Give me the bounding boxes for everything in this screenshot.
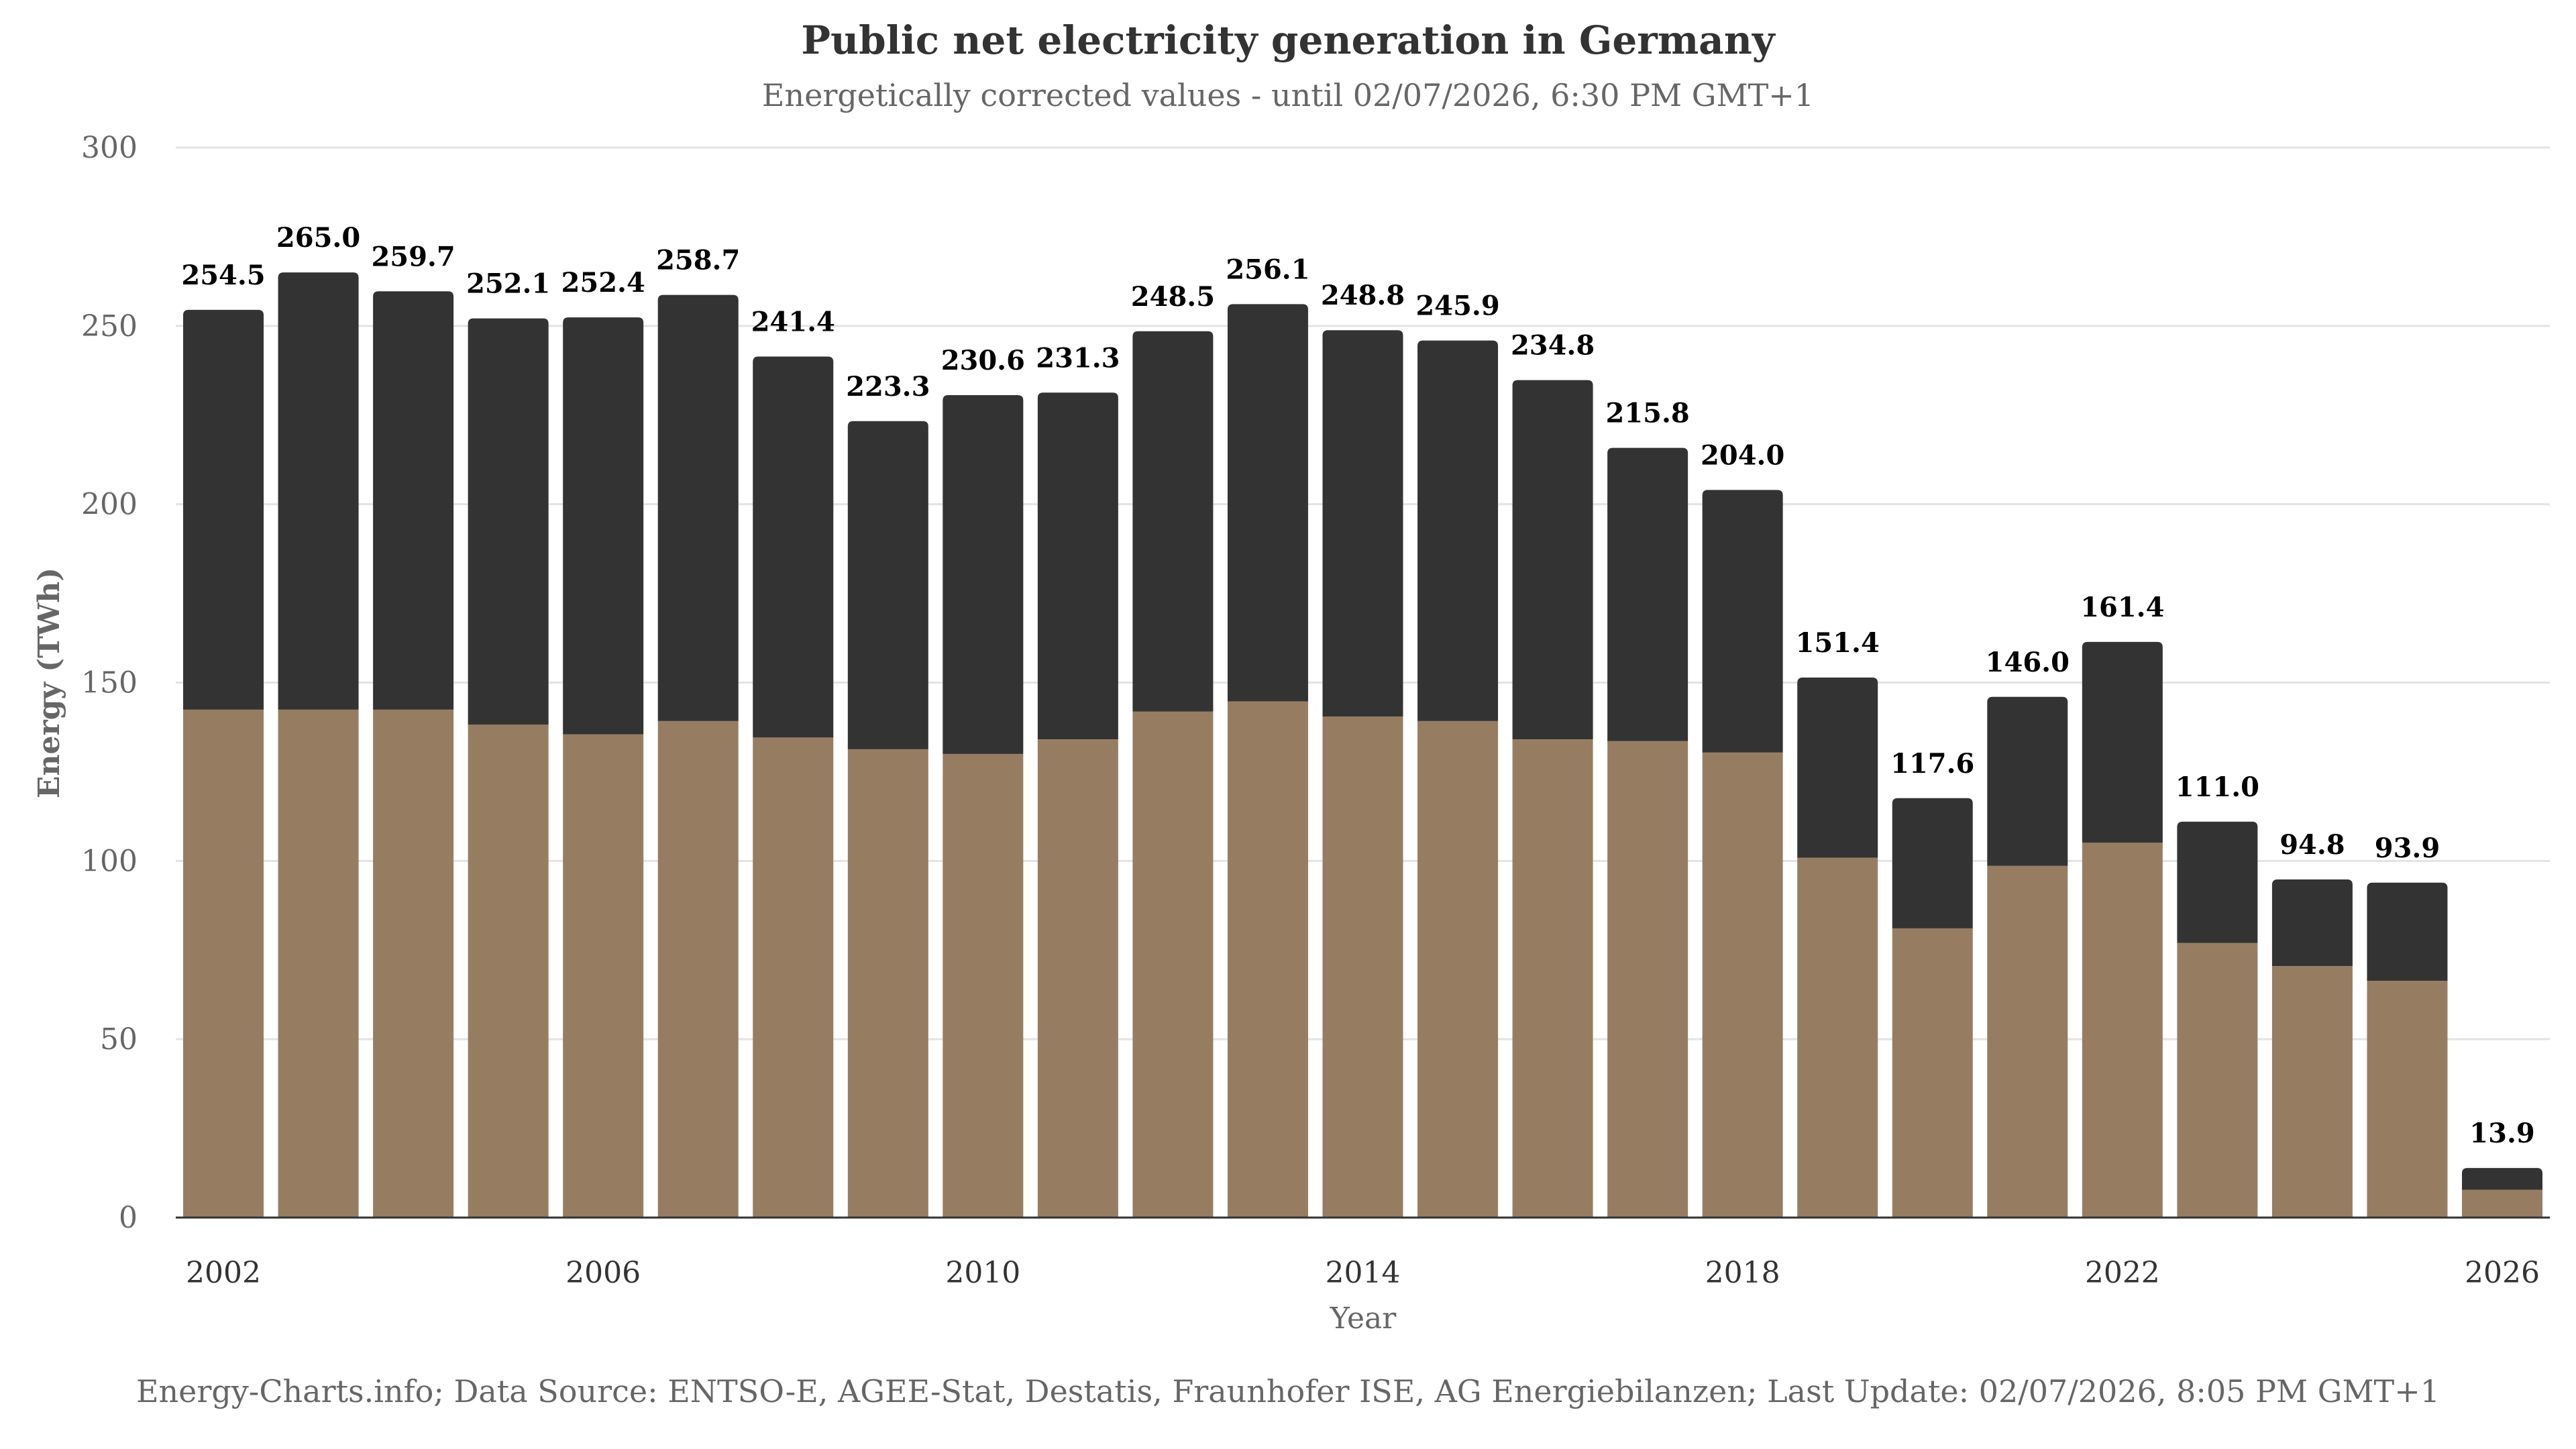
bar-segment-lower-2011[interactable] xyxy=(1037,739,1118,1218)
bar-segment-lower-2016[interactable] xyxy=(1512,739,1593,1218)
y-tick-label: 250 xyxy=(81,309,138,343)
data-label-2005: 252.1 xyxy=(466,268,550,300)
bar-segment-upper-2021[interactable] xyxy=(1987,696,2068,866)
bar-segment-upper-2011[interactable] xyxy=(1037,392,1118,740)
x-tick-label: 2018 xyxy=(1705,1256,1780,1290)
data-labels: 254.5 265.0 259.7 252.1 252.4 258.7 241.4 223.3… xyxy=(181,222,2534,1149)
data-label-2007: 258.7 xyxy=(656,245,740,276)
x-tick-label: 2026 xyxy=(2465,1256,2540,1290)
bar-segment-lower-2019[interactable] xyxy=(1797,857,1878,1218)
data-label-2025: 93.9 xyxy=(2375,833,2440,864)
bar-segment-upper-2016[interactable] xyxy=(1512,380,1593,740)
bar-segment-lower-2008[interactable] xyxy=(753,737,834,1218)
data-label-2008: 241.4 xyxy=(751,307,835,338)
data-label-2021: 146.0 xyxy=(1986,647,2070,678)
data-label-2002: 254.5 xyxy=(181,260,265,291)
data-label-2012: 248.5 xyxy=(1131,281,1215,313)
data-label-2009: 223.3 xyxy=(846,371,930,402)
bar-segment-upper-2003[interactable] xyxy=(278,272,359,710)
data-label-2022: 161.4 xyxy=(2080,592,2164,623)
y-tick-label: 150 xyxy=(81,666,138,700)
data-label-2017: 215.8 xyxy=(1605,398,1689,429)
bar-segment-upper-2014[interactable] xyxy=(1322,330,1403,717)
bar-segment-upper-2008[interactable] xyxy=(753,356,834,738)
x-axis-label: Year xyxy=(1330,1301,1397,1336)
y-tick-label: 200 xyxy=(81,488,138,522)
y-tick-label: 100 xyxy=(81,844,138,878)
data-label-2019: 151.4 xyxy=(1796,627,1880,659)
x-tick-label: 2014 xyxy=(1326,1256,1401,1290)
bar-segment-lower-2015[interactable] xyxy=(1417,720,1499,1218)
bar-segment-upper-2010[interactable] xyxy=(943,394,1024,754)
y-axis-ticks: 0 50 100 150 200 250 300 xyxy=(81,131,138,1235)
bar-segment-upper-2026[interactable] xyxy=(2462,1168,2542,1190)
bar-segment-upper-2013[interactable] xyxy=(1227,304,1308,702)
chart-title: Public net electricity generation in Ger… xyxy=(801,17,1776,63)
data-label-2006: 252.4 xyxy=(561,267,645,299)
bar-segment-lower-2006[interactable] xyxy=(563,734,644,1218)
x-axis-ticks: 2002 2006 2010 2014 2018 2022 2026 xyxy=(186,1256,2540,1290)
bar-segment-lower-2005[interactable] xyxy=(468,724,549,1218)
data-label-2015: 245.9 xyxy=(1415,290,1499,322)
bar-segment-upper-2022[interactable] xyxy=(2082,641,2163,843)
bar-segment-lower-2017[interactable] xyxy=(1607,741,1688,1218)
x-tick-label: 2006 xyxy=(566,1256,641,1290)
chart-subtitle: Energetically corrected values - until 0… xyxy=(762,77,1814,113)
footer-source: Energy-Charts.info; Data Source: ENTSO-E… xyxy=(136,1373,2440,1409)
bar-segment-lower-2004[interactable] xyxy=(373,709,454,1218)
bar-segment-upper-2007[interactable] xyxy=(657,294,739,721)
data-label-2011: 231.3 xyxy=(1036,342,1120,374)
bar-segment-upper-2019[interactable] xyxy=(1797,678,1878,858)
bar-segment-upper-2015[interactable] xyxy=(1417,340,1499,721)
bar-segment-upper-2002[interactable] xyxy=(183,309,264,710)
bar-segment-lower-2012[interactable] xyxy=(1132,711,1214,1218)
data-label-2004: 259.7 xyxy=(371,241,455,272)
data-label-2010: 230.6 xyxy=(941,345,1025,376)
bar-segment-upper-2023[interactable] xyxy=(2177,821,2258,943)
data-label-2003: 265.0 xyxy=(276,222,360,254)
y-axis-label: Energy (TWh) xyxy=(32,568,66,798)
bar-segment-lower-2009[interactable] xyxy=(847,749,928,1218)
bar-segment-lower-2010[interactable] xyxy=(943,753,1024,1218)
bar-segment-lower-2002[interactable] xyxy=(183,709,264,1218)
bar-segment-lower-2022[interactable] xyxy=(2082,843,2163,1218)
data-label-2013: 256.1 xyxy=(1226,254,1309,285)
bar-segment-upper-2005[interactable] xyxy=(468,318,549,725)
bar-segment-upper-2017[interactable] xyxy=(1607,447,1688,741)
bar-segment-upper-2012[interactable] xyxy=(1132,331,1214,712)
data-label-2026: 13.9 xyxy=(2469,1118,2534,1149)
bar-segment-upper-2020[interactable] xyxy=(1892,798,1973,928)
bar-segment-lower-2023[interactable] xyxy=(2177,943,2258,1218)
x-tick-label: 2010 xyxy=(945,1256,1020,1290)
bar-segment-lower-2025[interactable] xyxy=(2367,980,2448,1218)
bar-segment-lower-2018[interactable] xyxy=(1702,752,1783,1218)
bar-segment-lower-2003[interactable] xyxy=(278,709,359,1218)
y-tick-label: 50 xyxy=(100,1022,138,1057)
data-label-2016: 234.8 xyxy=(1511,330,1595,362)
bar-segment-lower-2014[interactable] xyxy=(1322,716,1403,1218)
bars xyxy=(183,272,2542,1218)
bar-segment-upper-2004[interactable] xyxy=(373,291,454,710)
x-tick-label: 2022 xyxy=(2085,1256,2160,1290)
bar-segment-upper-2009[interactable] xyxy=(847,421,928,749)
bar-segment-upper-2006[interactable] xyxy=(563,317,644,735)
bar-segment-upper-2025[interactable] xyxy=(2367,882,2448,981)
x-tick-label: 2002 xyxy=(186,1256,261,1290)
bar-segment-lower-2021[interactable] xyxy=(1987,865,2068,1218)
data-label-2014: 248.8 xyxy=(1321,280,1405,311)
bar-segment-lower-2026[interactable] xyxy=(2462,1189,2542,1218)
bar-segment-lower-2020[interactable] xyxy=(1892,928,1973,1218)
data-label-2024: 94.8 xyxy=(2279,829,2345,861)
data-label-2023: 111.0 xyxy=(2176,771,2259,803)
data-label-2018: 204.0 xyxy=(1701,439,1784,471)
y-tick-label: 300 xyxy=(81,131,138,165)
bar-segment-lower-2007[interactable] xyxy=(657,720,739,1218)
bar-segment-upper-2024[interactable] xyxy=(2271,879,2353,967)
y-tick-label: 0 xyxy=(119,1201,138,1235)
bar-segment-lower-2013[interactable] xyxy=(1227,701,1308,1218)
bar-segment-upper-2018[interactable] xyxy=(1702,490,1783,753)
bar-segment-lower-2024[interactable] xyxy=(2271,966,2353,1218)
data-label-2020: 117.6 xyxy=(1890,748,1974,780)
